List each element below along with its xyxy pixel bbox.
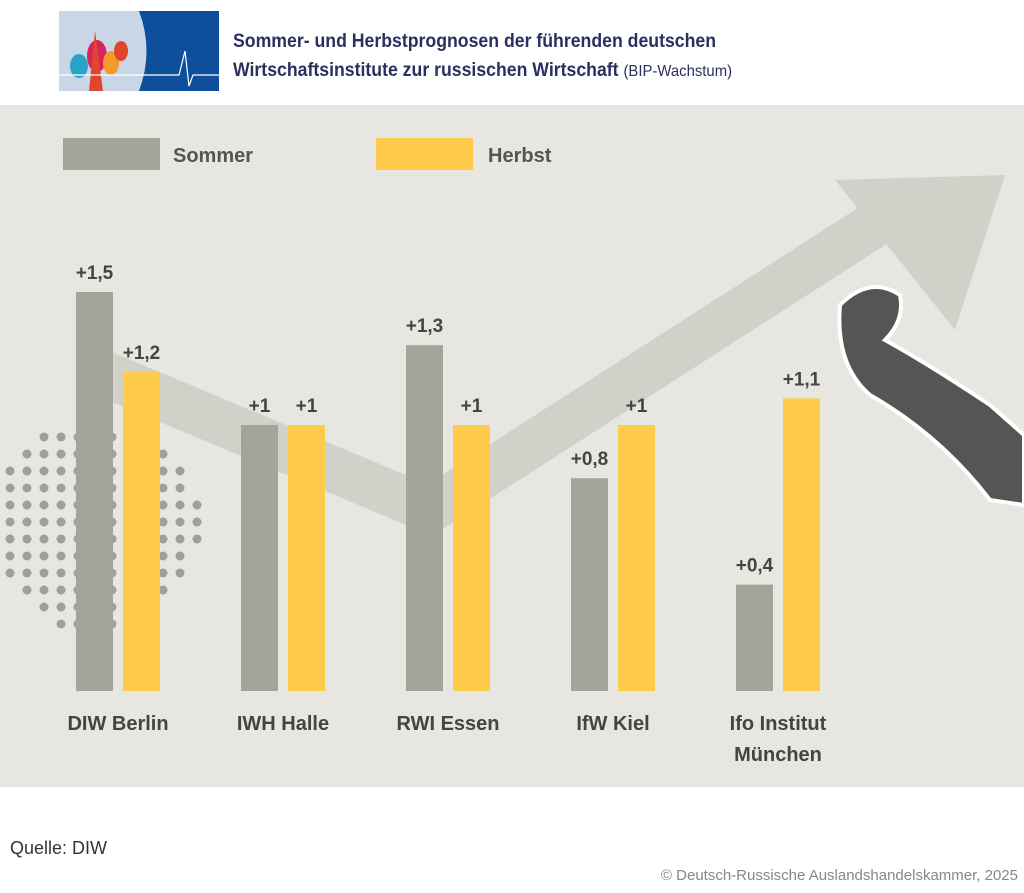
title-line-2: Wirtschaftsinstitute zur russischen Wirt… [233,60,619,81]
pattern-dot [192,500,202,510]
pattern-dot [192,534,202,544]
pattern-dot [5,500,15,510]
title-line-1: Sommer- und Herbstprognosen der führende… [233,31,717,52]
pattern-dot [158,449,168,459]
pattern-dot [5,534,15,544]
legend: Sommer Herbst [63,138,552,170]
bar-sommer [76,292,113,691]
pattern-dot [56,534,66,544]
bar-herbst [123,371,160,691]
pattern-dot [22,551,32,561]
pattern-dot [158,483,168,493]
bar-herbst [783,398,820,691]
pattern-dot [175,483,185,493]
pattern-dot [39,483,49,493]
bar-herbst [288,425,325,691]
logo [59,11,219,91]
pattern-dot [175,500,185,510]
pattern-dot [22,483,32,493]
pattern-dot [158,466,168,476]
pattern-dot [5,466,15,476]
data-label: +1,2 [123,343,161,364]
data-label: +1 [249,396,271,417]
category-label: IWH Halle [237,713,329,735]
pattern-dot [39,432,49,442]
category-label: RWI Essen [397,713,500,735]
pattern-dot [22,449,32,459]
bar-sommer [406,345,443,691]
pattern-dot [192,517,202,527]
pattern-dot [5,551,15,561]
copyright: © Deutsch-Russische Auslandshandelskamme… [660,867,1018,884]
data-label: +1,3 [406,316,444,337]
pattern-dot [56,551,66,561]
pattern-dot [39,602,49,612]
source-note: Quelle: DIW [10,838,108,858]
category-label: DIW Berlin [67,713,168,735]
category-label: München [734,744,822,766]
pattern-dot [56,585,66,595]
pattern-dot [39,466,49,476]
pattern-dot [56,432,66,442]
data-label: +0,4 [736,556,774,577]
legend-swatch-sommer [63,138,160,170]
bar-herbst [618,425,655,691]
pattern-dot [175,568,185,578]
pattern-dot [158,551,168,561]
pattern-dot [158,585,168,595]
bar-sommer [571,478,608,691]
pattern-dot [39,500,49,510]
pattern-dot [56,466,66,476]
pattern-dot [56,449,66,459]
pattern-dot [22,466,32,476]
data-label: +1 [626,396,648,417]
pattern-dot [56,602,66,612]
category-label: Ifo Institut [730,713,827,735]
pattern-dot [158,500,168,510]
data-label: +1 [461,396,483,417]
pattern-dot [56,483,66,493]
pattern-dot [39,585,49,595]
legend-swatch-herbst [376,138,473,170]
pattern-dot [56,568,66,578]
pattern-dot [39,534,49,544]
pattern-dot [39,568,49,578]
pattern-dot [175,534,185,544]
pattern-dot [56,517,66,527]
data-label: +0,8 [571,449,609,470]
data-label: +1 [296,396,318,417]
pattern-dot [22,568,32,578]
legend-label-sommer: Sommer [173,145,253,167]
bar-sommer [736,584,773,691]
pattern-dot [5,568,15,578]
pattern-dot [39,449,49,459]
pattern-dot [56,500,66,510]
bar-sommer [241,425,278,691]
pattern-dot [158,534,168,544]
chart-title: Sommer- und Herbstprognosen der führende… [233,27,884,86]
pattern-dot [22,500,32,510]
pattern-dot [175,466,185,476]
pattern-dot [158,568,168,578]
pattern-dot [39,551,49,561]
data-label: +1,1 [783,369,821,390]
data-label: +1,5 [76,263,114,284]
pattern-dot [5,483,15,493]
pattern-dot [158,517,168,527]
chart-area: Sommer Herbst +1,5 +1,2 DIW Berlin +1 +1 IWH … [0,105,1024,787]
pattern-dot [5,517,15,527]
bar-herbst [453,425,490,691]
hand-decoration [837,285,1024,508]
pattern-dot [175,551,185,561]
pattern-dot [175,517,185,527]
legend-label-herbst: Herbst [488,145,552,167]
pattern-dot [22,517,32,527]
title-suffix: (BIP-Wachstum) [623,63,733,80]
pattern-dot [39,517,49,527]
category-label: IfW Kiel [576,713,649,735]
pattern-dot [56,619,66,629]
pattern-dot [22,534,32,544]
pattern-dot [22,585,32,595]
